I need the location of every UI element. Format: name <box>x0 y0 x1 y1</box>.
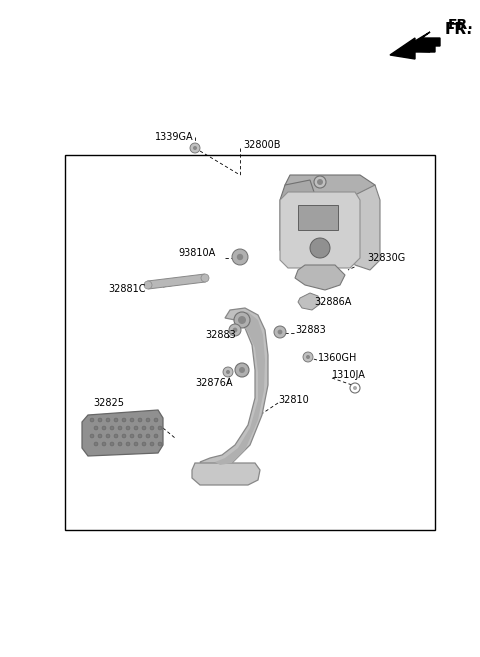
Polygon shape <box>400 32 440 52</box>
Text: 32810: 32810 <box>278 395 309 405</box>
Circle shape <box>138 418 142 422</box>
Circle shape <box>350 383 360 393</box>
Circle shape <box>150 442 154 446</box>
Circle shape <box>274 326 286 338</box>
Circle shape <box>130 418 134 422</box>
Circle shape <box>122 418 126 422</box>
Circle shape <box>102 426 106 430</box>
Text: 32800B: 32800B <box>243 140 280 150</box>
Text: 32886A: 32886A <box>314 297 351 307</box>
Circle shape <box>303 352 313 362</box>
Text: 32883: 32883 <box>295 325 326 335</box>
Polygon shape <box>280 180 315 265</box>
Circle shape <box>235 363 249 377</box>
Circle shape <box>130 434 134 438</box>
Text: 93810A: 93810A <box>178 248 215 258</box>
Circle shape <box>239 367 245 373</box>
Circle shape <box>144 281 152 289</box>
Circle shape <box>234 312 250 328</box>
Text: 1310JA: 1310JA <box>332 370 366 380</box>
Circle shape <box>238 316 246 324</box>
Circle shape <box>94 426 98 430</box>
Circle shape <box>277 330 282 334</box>
Circle shape <box>310 238 330 258</box>
Circle shape <box>102 442 106 446</box>
Circle shape <box>142 426 146 430</box>
Circle shape <box>118 426 122 430</box>
Circle shape <box>158 442 162 446</box>
Circle shape <box>98 434 102 438</box>
Circle shape <box>126 426 130 430</box>
Text: 32876A: 32876A <box>195 378 232 388</box>
Circle shape <box>134 442 138 446</box>
Circle shape <box>118 442 122 446</box>
Circle shape <box>90 418 94 422</box>
Polygon shape <box>82 410 163 456</box>
Text: 32830G: 32830G <box>367 253 405 263</box>
Circle shape <box>317 179 323 185</box>
Circle shape <box>226 370 230 374</box>
Bar <box>65 155 435 530</box>
Polygon shape <box>285 175 375 200</box>
Polygon shape <box>390 38 435 59</box>
Circle shape <box>201 274 209 282</box>
Polygon shape <box>200 308 268 470</box>
Text: FR.: FR. <box>445 22 473 37</box>
Circle shape <box>142 442 146 446</box>
Text: FR.: FR. <box>448 18 474 32</box>
Polygon shape <box>298 293 320 310</box>
Circle shape <box>126 442 130 446</box>
Text: 32825: 32825 <box>93 398 124 408</box>
Circle shape <box>190 143 200 153</box>
Circle shape <box>150 426 154 430</box>
Circle shape <box>306 355 310 359</box>
Polygon shape <box>350 185 380 270</box>
Circle shape <box>106 434 110 438</box>
Circle shape <box>146 434 150 438</box>
Circle shape <box>98 418 102 422</box>
Polygon shape <box>192 463 260 485</box>
Circle shape <box>122 434 126 438</box>
Text: 1339GA: 1339GA <box>155 132 193 142</box>
Text: 32883: 32883 <box>205 330 236 340</box>
Circle shape <box>146 418 150 422</box>
Circle shape <box>114 418 118 422</box>
Circle shape <box>110 426 114 430</box>
Circle shape <box>353 386 357 390</box>
Circle shape <box>223 367 233 377</box>
Text: 1360GH: 1360GH <box>318 353 358 363</box>
Circle shape <box>154 418 158 422</box>
Circle shape <box>232 249 248 265</box>
Circle shape <box>138 434 142 438</box>
Circle shape <box>110 442 114 446</box>
Circle shape <box>158 426 162 430</box>
Text: 32881C: 32881C <box>108 284 145 294</box>
Circle shape <box>90 434 94 438</box>
Circle shape <box>229 324 241 336</box>
Circle shape <box>94 442 98 446</box>
Circle shape <box>114 434 118 438</box>
Polygon shape <box>215 312 265 465</box>
Circle shape <box>314 176 326 188</box>
Polygon shape <box>280 192 360 268</box>
Polygon shape <box>147 274 205 289</box>
Circle shape <box>134 426 138 430</box>
Circle shape <box>106 418 110 422</box>
Circle shape <box>193 146 197 150</box>
Circle shape <box>154 434 158 438</box>
Polygon shape <box>295 265 345 290</box>
Bar <box>298 205 338 230</box>
Circle shape <box>233 328 238 332</box>
Circle shape <box>237 254 243 260</box>
